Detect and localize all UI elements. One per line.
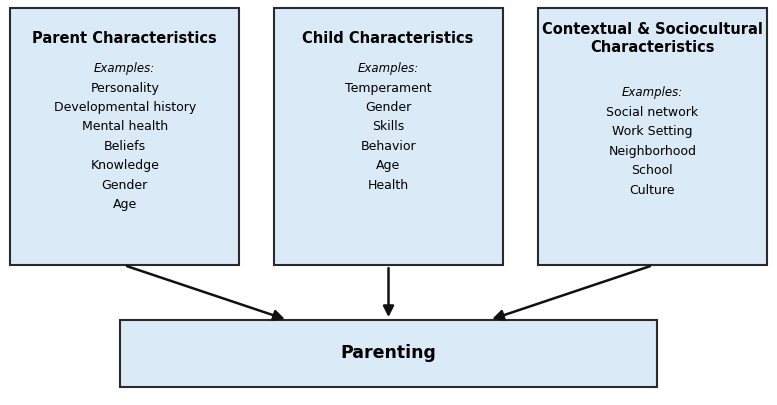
Text: Mental health: Mental health [82,120,168,133]
FancyBboxPatch shape [274,8,503,265]
Text: Gender: Gender [365,101,411,114]
Text: Personality: Personality [90,81,159,94]
Text: Health: Health [368,179,409,192]
Text: Social network: Social network [606,106,699,119]
Text: Skills: Skills [372,120,404,133]
Text: Age: Age [376,159,400,172]
Text: Culture: Culture [629,183,675,196]
Text: Examples:: Examples: [94,62,155,75]
Text: Contextual & Sociocultural
Characteristics: Contextual & Sociocultural Characteristi… [542,22,763,55]
Text: Examples:: Examples: [357,62,419,75]
Text: School: School [632,164,673,177]
Text: Gender: Gender [102,179,148,192]
Text: Knowledge: Knowledge [90,159,159,172]
Text: Age: Age [113,198,137,211]
FancyBboxPatch shape [120,320,657,387]
FancyBboxPatch shape [538,8,767,265]
Text: Work Setting: Work Setting [612,125,692,138]
Text: Child Characteristics: Child Characteristics [302,31,474,46]
Text: Developmental history: Developmental history [54,101,196,114]
Text: Temperament: Temperament [345,81,431,94]
Text: Examples:: Examples: [622,86,683,99]
Text: Behavior: Behavior [361,140,416,153]
FancyBboxPatch shape [10,8,239,265]
Text: Neighborhood: Neighborhood [608,145,696,158]
Text: Parenting: Parenting [340,344,437,362]
Text: Parent Characteristics: Parent Characteristics [33,31,217,46]
Text: Beliefs: Beliefs [103,140,146,153]
